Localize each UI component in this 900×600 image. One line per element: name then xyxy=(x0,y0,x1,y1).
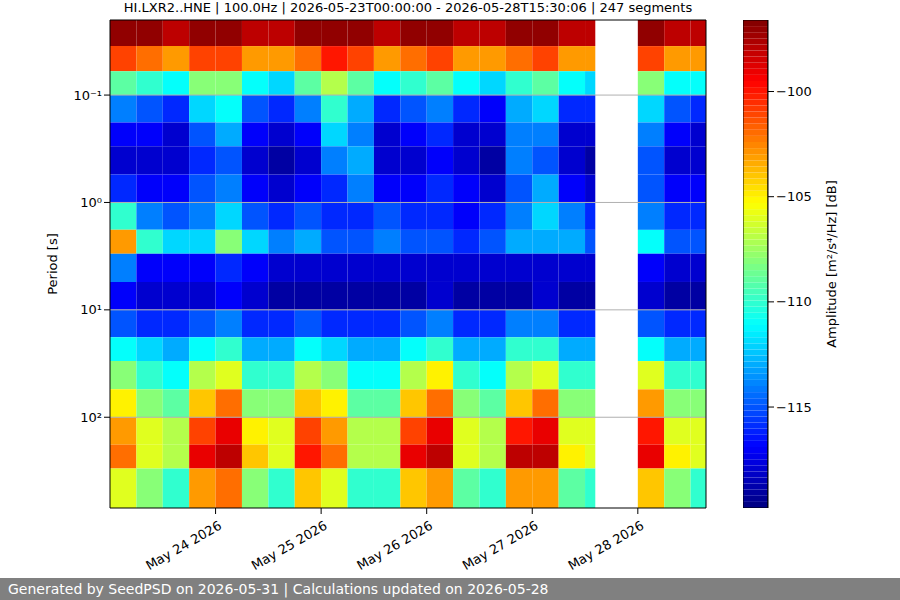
html-text:Period [s]: Period [s] xyxy=(44,233,60,295)
html-text:Generated by SeedPSD on 2026-0: Generated by SeedPSD on 2026-05-31 | Cal… xyxy=(8,581,549,597)
svg-text:May 27 2026: May 27 2026 xyxy=(460,518,541,573)
svg-text:−100: −100 xyxy=(776,84,812,99)
html-text:Amplitude [m²/s⁴/Hz] [dB]: Amplitude [m²/s⁴/Hz] [dB] xyxy=(823,180,839,348)
svg-text:May 24 2026: May 24 2026 xyxy=(143,518,224,573)
svg-text:−115: −115 xyxy=(776,400,812,415)
svg-text:May 28 2026: May 28 2026 xyxy=(565,518,646,573)
svg-text:10⁻¹: 10⁻¹ xyxy=(73,88,102,103)
svg-text:May 25 2026: May 25 2026 xyxy=(249,518,330,573)
svg-text:10¹: 10¹ xyxy=(80,302,102,317)
svg-text:10⁰: 10⁰ xyxy=(80,195,102,210)
svg-text:10²: 10² xyxy=(80,410,102,425)
svg-text:May 26 2026: May 26 2026 xyxy=(354,518,435,573)
svg-text:−110: −110 xyxy=(776,294,812,309)
svg-text:−105: −105 xyxy=(776,189,812,204)
html-text:HI.LXR2..HNE | 100.0Hz | 2026-: HI.LXR2..HNE | 100.0Hz | 2026-05-23T00:0… xyxy=(123,0,693,15)
